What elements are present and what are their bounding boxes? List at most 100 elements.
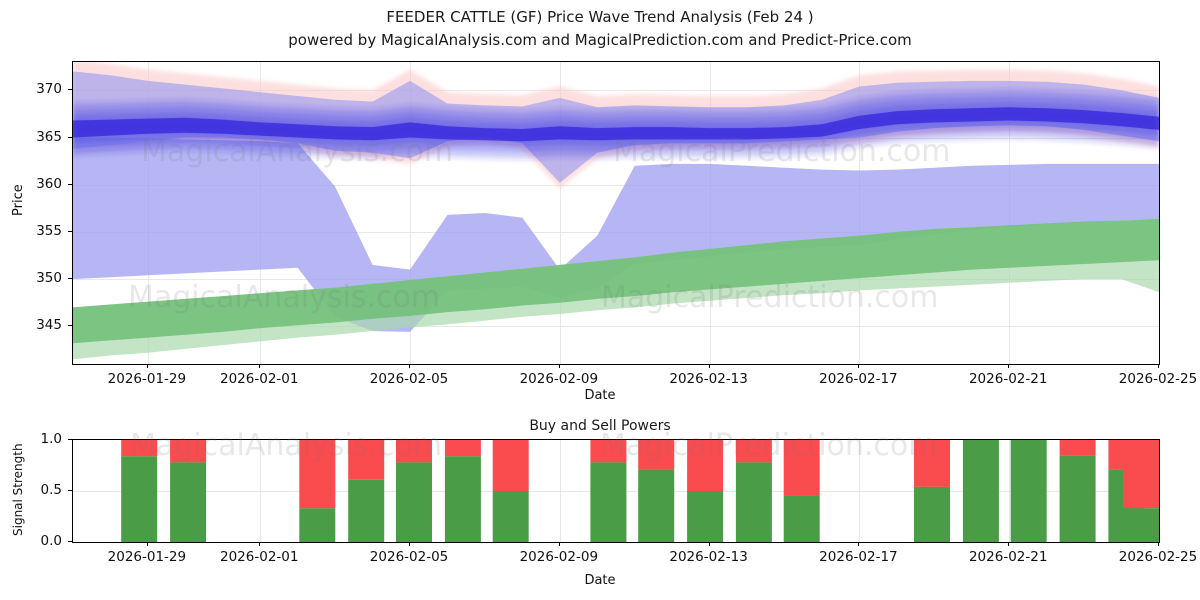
buy-power-bar[interactable]	[121, 456, 158, 542]
buy-power-bar[interactable]	[492, 491, 529, 542]
sell-power-bar[interactable]	[492, 440, 529, 491]
x-tick-label: 2026-02-17	[819, 371, 898, 387]
buy-sell-title: Buy and Sell Powers	[529, 418, 671, 434]
y-tick-label: 0.5	[40, 482, 62, 498]
y-tick-mark	[68, 136, 72, 138]
x-tick-label: 2026-02-05	[369, 549, 449, 565]
y-tick-label: 1.0	[40, 431, 62, 447]
buy-power-bar[interactable]	[783, 495, 820, 542]
gridline	[1009, 440, 1011, 542]
sell-power-bar[interactable]	[1123, 440, 1159, 509]
sell-power-bar[interactable]	[735, 440, 772, 463]
sell-power-bar[interactable]	[299, 440, 336, 509]
buy-power-bar[interactable]	[444, 456, 481, 542]
y-tick-mark	[68, 490, 72, 491]
x-tick-label: 2026-02-13	[669, 371, 748, 387]
gridline	[260, 440, 262, 542]
page-title: FEEDER CATTLE (GF) Price Wave Trend Anal…	[386, 8, 814, 26]
price-wave-plot: MagicalAnalysis.com MagicalPrediction.co…	[72, 61, 1160, 365]
y-tick-label: 350	[36, 270, 62, 287]
buy-power-bar[interactable]	[299, 508, 336, 542]
sell-power-bar[interactable]	[590, 440, 627, 463]
y-tick-label: 355	[36, 222, 62, 239]
y-tick-mark	[68, 439, 72, 440]
gridline	[73, 184, 1159, 186]
x-tick-label: 2026-02-13	[669, 549, 748, 565]
x-tick-mark	[858, 364, 860, 368]
sell-power-bar[interactable]	[121, 440, 158, 457]
green-support-band	[73, 218, 1159, 344]
price-band-areas	[73, 62, 1159, 360]
blue-core-band	[73, 107, 1159, 142]
gridline	[73, 90, 1159, 92]
x-tick-label: 2026-02-21	[968, 371, 1048, 387]
sell-power-bar[interactable]	[914, 440, 950, 487]
buy-power-bar[interactable]	[962, 440, 999, 542]
x-tick-label: 2026-02-17	[819, 549, 898, 565]
buy-power-bar[interactable]	[170, 462, 207, 542]
x-tick-mark	[259, 364, 261, 368]
buy-power-bar[interactable]	[348, 479, 385, 542]
gridline	[559, 440, 561, 542]
buy-power-bar[interactable]	[735, 462, 772, 542]
wide-violet-band	[73, 137, 1159, 332]
y-tick-mark	[68, 183, 72, 185]
x-tick-label: 2026-02-01	[220, 371, 299, 387]
x-tick-mark	[1158, 364, 1159, 368]
buy-power-bar[interactable]	[396, 462, 432, 542]
buy-power-bar[interactable]	[1059, 455, 1096, 542]
sell-power-bar[interactable]	[396, 440, 432, 463]
buy-power-bar[interactable]	[590, 462, 627, 542]
x-tick-mark	[146, 542, 148, 546]
x-tick-mark	[708, 364, 710, 368]
y-tick-label: 360	[36, 175, 62, 192]
x-tick-label: 2026-02-21	[968, 549, 1048, 565]
x-tick-label: 2026-02-25	[1118, 549, 1198, 565]
buy-power-bar[interactable]	[1123, 508, 1159, 542]
x-tick-mark	[1008, 542, 1010, 546]
y-tick-mark	[68, 541, 72, 542]
sell-power-bar[interactable]	[783, 440, 820, 496]
buy-power-bar[interactable]	[914, 486, 950, 542]
gridline	[73, 326, 1159, 328]
y-tick-label: 345	[36, 317, 62, 334]
x-tick-mark	[1008, 364, 1010, 368]
gridline	[1159, 62, 1160, 364]
sell-power-bar[interactable]	[170, 440, 207, 463]
x-tick-mark	[146, 364, 148, 368]
buy-power-bar[interactable]	[687, 491, 724, 542]
x-tick-mark	[858, 542, 860, 546]
x-tick-mark	[558, 364, 560, 368]
x-tick-label: 2026-01-29	[107, 549, 187, 565]
sell-power-bar[interactable]	[444, 440, 481, 457]
sell-power-bar[interactable]	[348, 440, 385, 480]
y-tick-label: 370	[36, 81, 62, 98]
buy-power-bar[interactable]	[638, 469, 675, 542]
buy-power-bar[interactable]	[1010, 440, 1047, 542]
sell-power-bar[interactable]	[638, 440, 675, 470]
y-tick-mark	[68, 89, 72, 91]
gridline	[859, 440, 861, 542]
date-axis-label-bottom: Date	[584, 573, 616, 588]
y-tick-label: 365	[36, 128, 62, 145]
x-tick-mark	[558, 542, 560, 546]
sell-power-bar[interactable]	[687, 440, 724, 491]
x-tick-mark	[259, 542, 261, 546]
x-tick-mark	[708, 542, 710, 546]
x-tick-mark	[1158, 542, 1159, 546]
x-tick-mark	[409, 542, 411, 546]
date-axis-label-top: Date	[584, 388, 616, 403]
x-tick-label: 2026-02-25	[1118, 371, 1198, 387]
buy-sell-powers-plot	[72, 439, 1160, 543]
x-tick-label: 2026-01-29	[107, 371, 187, 387]
gridline	[1159, 440, 1160, 542]
gridline	[410, 62, 412, 364]
gridline	[559, 62, 561, 364]
y-tick-mark	[68, 325, 72, 327]
y-tick-mark	[68, 278, 72, 280]
buy-sell-bars	[121, 440, 1159, 542]
x-tick-label: 2026-02-05	[369, 371, 449, 387]
sell-power-bar[interactable]	[1059, 440, 1096, 456]
x-tick-label: 2026-02-09	[519, 371, 599, 387]
